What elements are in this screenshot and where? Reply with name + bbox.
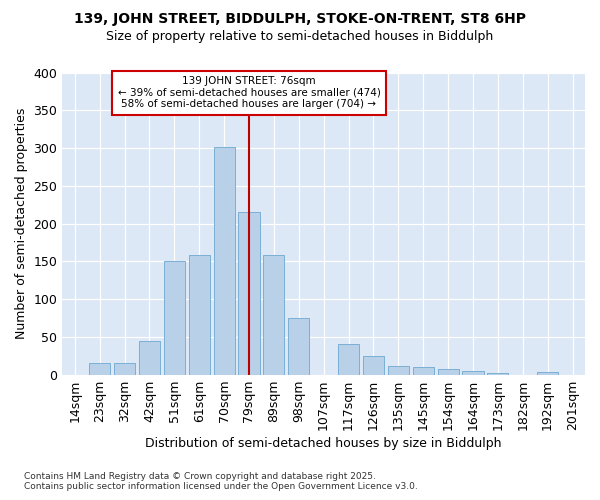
Bar	[214, 146, 235, 374]
Text: Contains HM Land Registry data © Crown copyright and database right 2025.
Contai: Contains HM Land Registry data © Crown c…	[24, 472, 418, 491]
Bar	[238, 212, 260, 374]
Bar	[139, 342, 160, 374]
Bar	[263, 256, 284, 374]
Text: Size of property relative to semi-detached houses in Biddulph: Size of property relative to semi-detach…	[106, 30, 494, 43]
Bar	[537, 372, 558, 374]
Bar	[338, 344, 359, 374]
Bar	[89, 364, 110, 374]
Bar	[463, 371, 484, 374]
Text: 139, JOHN STREET, BIDDULPH, STOKE-ON-TRENT, ST8 6HP: 139, JOHN STREET, BIDDULPH, STOKE-ON-TRE…	[74, 12, 526, 26]
Bar	[288, 318, 310, 374]
Bar	[188, 256, 210, 374]
Text: 139 JOHN STREET: 76sqm
← 39% of semi-detached houses are smaller (474)
58% of se: 139 JOHN STREET: 76sqm ← 39% of semi-det…	[118, 76, 380, 110]
Bar	[413, 367, 434, 374]
X-axis label: Distribution of semi-detached houses by size in Biddulph: Distribution of semi-detached houses by …	[145, 437, 502, 450]
Bar	[487, 373, 508, 374]
Y-axis label: Number of semi-detached properties: Number of semi-detached properties	[15, 108, 28, 340]
Bar	[164, 262, 185, 374]
Bar	[437, 370, 458, 374]
Bar	[114, 364, 135, 374]
Bar	[363, 356, 384, 374]
Bar	[388, 366, 409, 374]
